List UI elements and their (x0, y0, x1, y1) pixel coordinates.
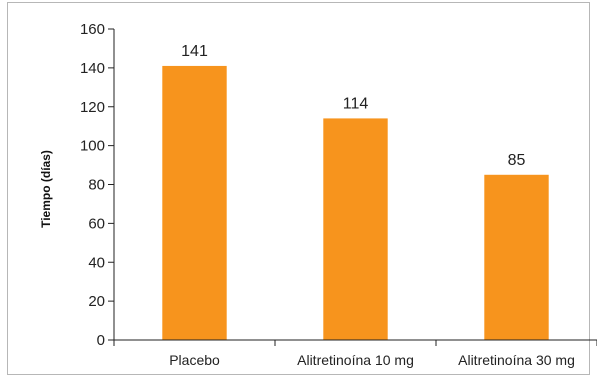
x-tick-label: Placebo (169, 352, 220, 368)
bar (323, 118, 388, 340)
bar (484, 174, 549, 340)
y-tick-label: 0 (97, 332, 105, 349)
y-tick-label: 80 (88, 177, 105, 194)
y-tick-label: 120 (80, 99, 105, 116)
y-axis: 0 20 40 60 80 100 120 140 160 (80, 21, 115, 349)
x-tick-label: Alitretinoína 30 mg (458, 352, 575, 368)
x-axis: Placebo Alitretinoína 10 mg Alitretinoína … (113, 339, 597, 368)
y-tick-label: 100 (80, 138, 105, 155)
y-tick-label: 160 (80, 21, 105, 38)
x-tick-label: Alitretinoína 10 mg (297, 352, 414, 368)
data-label: 141 (181, 43, 208, 60)
data-label: 114 (343, 95, 369, 112)
y-tick-label: 40 (88, 254, 105, 271)
bar (162, 65, 227, 341)
y-tick-label: 20 (88, 293, 105, 310)
y-tick-label: 140 (80, 60, 105, 77)
y-tick-label: 60 (88, 215, 105, 232)
data-labels: 141 114 85 (181, 43, 525, 169)
y-axis-title: Tiempo (días) (39, 150, 53, 228)
bar-series (162, 65, 549, 341)
data-label: 85 (508, 152, 526, 169)
